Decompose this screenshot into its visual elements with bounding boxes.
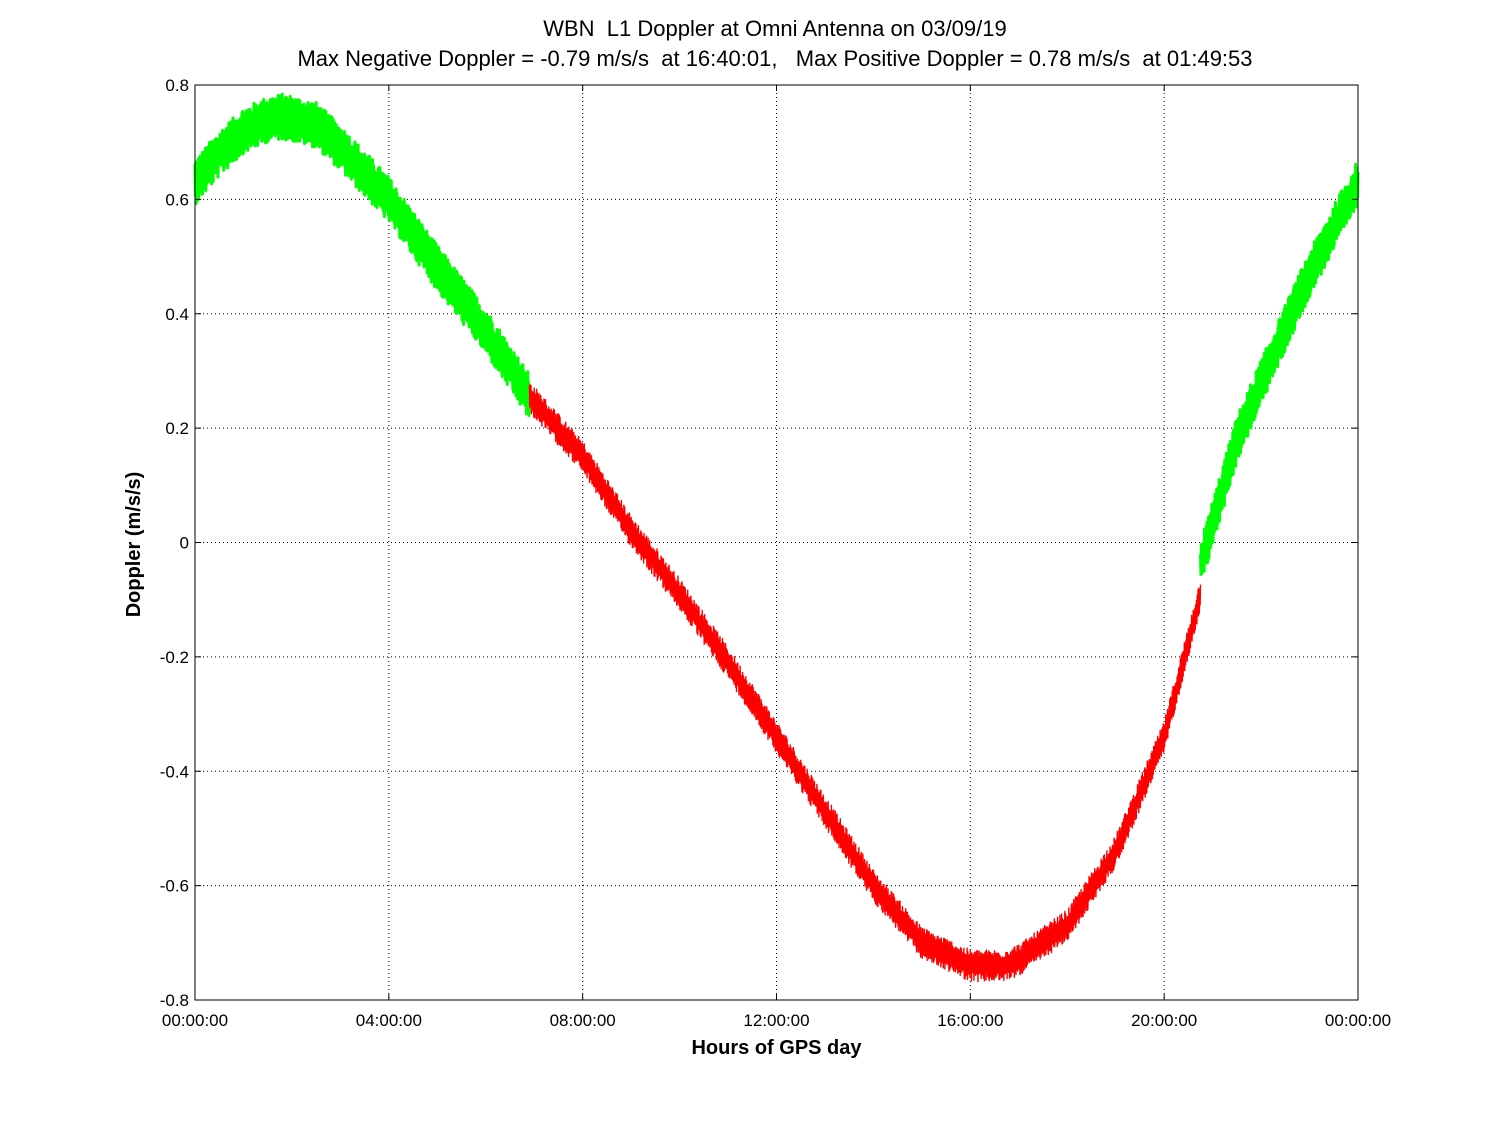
x-tick-label: 16:00:00 (937, 1011, 1003, 1030)
ticks: 00:00:00 04:00:00 08:00:00 12:00:00 16:00:00… (160, 76, 1391, 1030)
x-tick-label: 04:00:00 (356, 1011, 422, 1030)
x-tick-label: 08:00:00 (550, 1011, 616, 1030)
doppler-series-3 (1199, 162, 1360, 576)
y-tick-label: -0.6 (160, 877, 189, 896)
x-axis-label: Hours of GPS day (691, 1037, 862, 1059)
x-tick-label: 00:00:00 (1325, 1011, 1391, 1030)
x-tick-label: 12:00:00 (743, 1011, 809, 1030)
chart-title: WBN L1 Doppler at Omni Antenna on 03/09/… (543, 16, 1007, 41)
y-tick-label: 0.4 (165, 305, 189, 324)
y-tick-label: -0.4 (160, 762, 189, 781)
y-tick-label: 0.8 (165, 76, 189, 95)
doppler-series-1 (193, 92, 531, 417)
y-tick-label: -0.8 (160, 991, 189, 1010)
y-tick-label: -0.2 (160, 648, 189, 667)
y-tick-label: 0 (180, 534, 189, 553)
y-axis-label: Doppler (m/s/s) (123, 472, 145, 618)
doppler-series-2 (528, 384, 1202, 983)
chart-subtitle: Max Negative Doppler = -0.79 m/s/s at 16… (297, 46, 1253, 71)
grid (195, 85, 1358, 1000)
series-layer (193, 92, 1360, 983)
x-tick-label: 00:00:00 (162, 1011, 228, 1030)
y-tick-label: 0.6 (165, 190, 189, 209)
x-tick-label: 20:00:00 (1131, 1011, 1197, 1030)
y-tick-label: 0.2 (165, 419, 189, 438)
